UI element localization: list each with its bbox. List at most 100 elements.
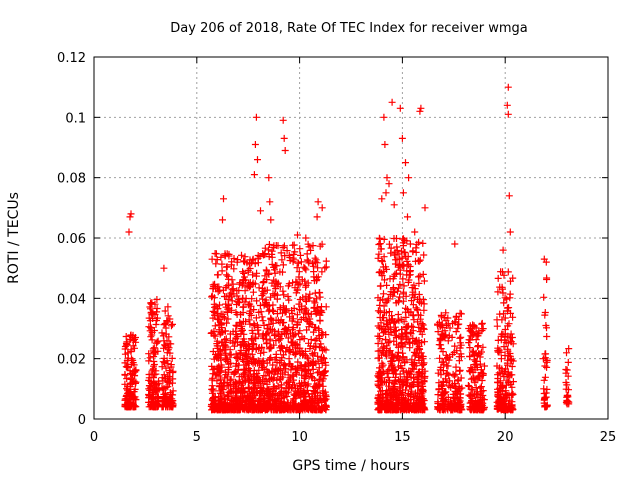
- data-point: [208, 385, 216, 393]
- data-point: [419, 270, 427, 278]
- data-point: [446, 377, 454, 385]
- data-point: [166, 349, 174, 357]
- data-point: [540, 385, 548, 393]
- data-point: [289, 279, 297, 287]
- data-point: [239, 294, 246, 302]
- data-point: [252, 113, 260, 121]
- data-point: [316, 381, 324, 389]
- data-point: [241, 253, 249, 261]
- data-point: [217, 253, 225, 261]
- data-point: [223, 263, 230, 271]
- data-point: [402, 404, 410, 412]
- data-point: [259, 295, 267, 303]
- data-point: [394, 311, 402, 318]
- axis-ticks: 0 5 10 15 20 25 0 0.02 0.04 0.06 0.08 0.1 0.12: [57, 51, 616, 445]
- data-point: [303, 250, 311, 258]
- data-point: [256, 384, 264, 392]
- data-point: [226, 346, 234, 354]
- data-point: [237, 311, 244, 319]
- data-point: [284, 371, 292, 379]
- data-point: [382, 390, 390, 397]
- data-point: [262, 372, 270, 380]
- data-point: [266, 388, 274, 395]
- data-point: [451, 383, 459, 391]
- data-point: [451, 372, 458, 380]
- data-point: [166, 369, 174, 376]
- data-point: [506, 350, 514, 357]
- data-point: [320, 390, 328, 397]
- data-point: [541, 309, 549, 316]
- data-point: [129, 359, 137, 367]
- data-point: [263, 405, 271, 413]
- data-point: [160, 264, 168, 272]
- data-point: [240, 269, 248, 277]
- data-point: [321, 264, 329, 272]
- data-point: [258, 292, 266, 299]
- data-point: [127, 335, 135, 343]
- data-point: [565, 400, 573, 408]
- data-point: [396, 255, 404, 263]
- data-point: [457, 341, 465, 349]
- data-point: [249, 288, 257, 296]
- data-point: [297, 251, 304, 259]
- data-point: [441, 388, 449, 396]
- data-point: [381, 328, 389, 336]
- data-point: [230, 265, 238, 273]
- data-point: [438, 313, 446, 321]
- data-point: [214, 344, 222, 352]
- data-point: [265, 253, 273, 261]
- data-point: [398, 339, 406, 346]
- data-point: [412, 389, 419, 397]
- data-point: [385, 308, 393, 316]
- data-point: [242, 347, 250, 355]
- data-point: [265, 329, 273, 337]
- data-point: [219, 216, 226, 224]
- data-point: [231, 368, 239, 375]
- data-point: [410, 362, 418, 370]
- data-point: [501, 352, 509, 359]
- data-point: [311, 337, 319, 344]
- grid: [94, 57, 608, 419]
- data-point: [223, 358, 231, 365]
- data-point: [508, 363, 516, 370]
- data-point: [217, 379, 225, 387]
- data-point: [406, 271, 414, 279]
- data-point: [232, 384, 240, 392]
- y-tick-label: 0.08: [57, 172, 86, 187]
- data-point: [309, 374, 317, 382]
- data-point: [438, 358, 446, 366]
- data-point: [219, 313, 227, 321]
- data-point: [499, 285, 506, 293]
- data-point: [302, 281, 310, 289]
- data-point: [164, 360, 172, 368]
- data-point: [236, 349, 244, 357]
- data-point: [505, 192, 513, 200]
- data-point: [131, 385, 139, 393]
- data-point: [272, 350, 280, 358]
- data-point: [316, 316, 324, 324]
- data-point: [446, 399, 454, 407]
- data-point: [145, 350, 153, 358]
- data-point: [507, 277, 514, 285]
- data-point: [249, 393, 257, 401]
- data-point: [376, 370, 384, 377]
- data-point: [400, 282, 408, 290]
- data-point: [394, 363, 402, 371]
- data-point: [240, 303, 247, 311]
- data-point: [383, 174, 391, 182]
- data-point: [150, 361, 158, 368]
- data-point: [405, 338, 413, 346]
- data-point: [407, 383, 415, 391]
- data-point: [270, 374, 278, 382]
- data-point: [388, 357, 396, 365]
- data-point: [208, 376, 216, 384]
- data-point: [211, 322, 219, 330]
- data-point: [504, 83, 512, 91]
- data-point: [231, 399, 239, 407]
- data-point: [169, 367, 177, 375]
- data-point: [291, 330, 299, 338]
- data-point: [305, 259, 313, 267]
- data-point: [307, 246, 315, 254]
- data-point: [391, 383, 399, 391]
